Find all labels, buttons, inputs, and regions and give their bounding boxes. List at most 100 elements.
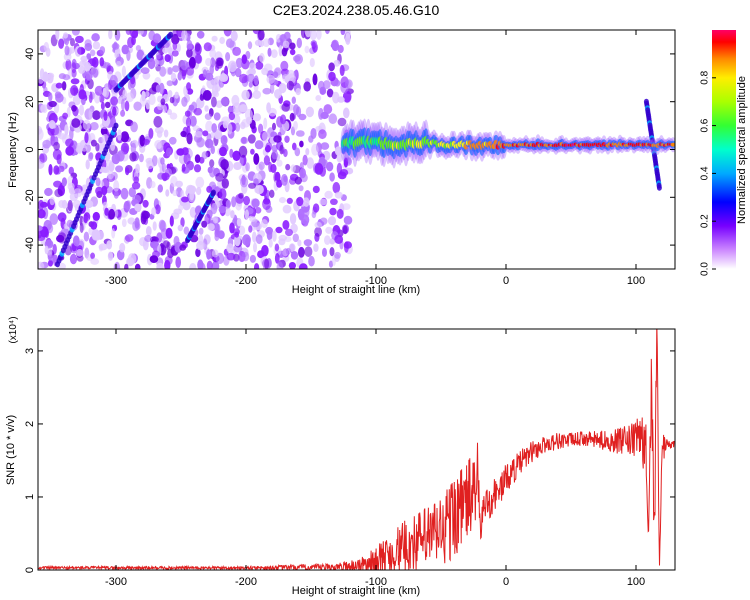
noise-blob (257, 30, 265, 41)
y-tick-label: -20 (24, 189, 36, 205)
noise-blob (297, 239, 302, 247)
noise-blob (111, 42, 120, 50)
noise-blob (106, 240, 113, 250)
noise-blob (160, 157, 165, 165)
noise-blob (141, 90, 146, 102)
noise-blob (262, 87, 272, 95)
noise-blob (171, 50, 179, 57)
noise-blob (239, 73, 248, 84)
noise-blob (107, 170, 114, 180)
noise-blob (334, 251, 341, 259)
noise-blob (215, 172, 225, 182)
noise-blob (100, 126, 108, 136)
noise-blob (44, 187, 53, 197)
noise-blob (213, 112, 221, 121)
x-tick-label: -100 (365, 576, 387, 588)
noise-blob (57, 232, 67, 244)
noise-blob (185, 117, 192, 128)
noise-blob (125, 167, 130, 176)
y-tick-label: -40 (24, 237, 36, 253)
noise-blob (205, 120, 214, 133)
noise-blob (211, 249, 219, 258)
noise-blob (271, 149, 279, 160)
noise-blob (281, 47, 288, 57)
noise-blob (156, 130, 163, 138)
noise-blob (292, 142, 297, 151)
noise-blob (201, 151, 208, 160)
noise-blob (76, 249, 84, 257)
noise-blob (196, 30, 205, 39)
noise-blob (328, 113, 338, 124)
noise-blob (330, 198, 338, 205)
noise-blob (55, 82, 63, 89)
noise-blob (195, 176, 205, 188)
noise-blob (219, 36, 226, 45)
noise-blob (232, 150, 241, 161)
noise-blob (91, 33, 100, 42)
noise-blob (83, 61, 91, 72)
noise-blob (184, 110, 191, 117)
noise-blob (181, 196, 189, 203)
noise-blob (283, 148, 288, 158)
noise-blob (267, 47, 272, 57)
noise-blob (166, 80, 174, 87)
noise-blob (95, 186, 104, 196)
noise-blob (149, 255, 159, 263)
track-point (168, 31, 174, 38)
noise-blob (270, 49, 278, 58)
noise-blob (113, 180, 120, 192)
noise-blob (274, 253, 280, 264)
noise-blob (80, 55, 88, 63)
noise-blob (230, 30, 238, 42)
noise-blob (85, 159, 90, 170)
noise-blob (90, 258, 100, 265)
noise-blob (186, 132, 193, 145)
noise-blob (309, 57, 315, 68)
noise-blob (99, 122, 109, 129)
noise-blob (211, 184, 217, 191)
noise-blob (135, 45, 141, 52)
noise-blob (101, 185, 108, 196)
noise-blob (116, 60, 122, 67)
noise-blob (124, 263, 129, 269)
noise-blob (270, 163, 277, 173)
noise-blob (225, 199, 231, 208)
noise-blob (217, 230, 225, 240)
noise-blob (268, 107, 277, 117)
noise-blob (103, 111, 108, 121)
noise-blob (181, 147, 189, 156)
noise-blob (324, 190, 333, 199)
noise-blob (254, 39, 262, 47)
spectrogram-plot (38, 30, 675, 269)
noise-blob (298, 113, 307, 121)
noise-blob (128, 187, 136, 198)
noise-blob (319, 217, 328, 225)
noise-blob (71, 105, 77, 112)
noise-blob (253, 153, 260, 165)
noise-blob (304, 246, 313, 257)
noise-blob (107, 251, 114, 261)
noise-blob (263, 155, 270, 166)
noise-blob (38, 234, 46, 242)
noise-blob (303, 239, 313, 247)
noise-blob (185, 66, 195, 76)
noise-blob (168, 48, 173, 56)
noise-blob (339, 169, 349, 177)
noise-blob (188, 56, 196, 69)
x-tick-label: -300 (105, 576, 127, 588)
noise-blob (261, 67, 269, 76)
noise-blob (276, 179, 283, 188)
noise-blob (52, 126, 60, 135)
noise-blob (171, 33, 180, 45)
noise-blob (121, 98, 125, 111)
noise-blob (153, 116, 163, 128)
noise-blob (272, 230, 277, 242)
noise-blob (233, 214, 238, 225)
noise-blob (296, 37, 302, 49)
noise-blob (109, 74, 118, 87)
noise-blob (255, 234, 263, 245)
noise-blob (125, 92, 134, 103)
noise-blob (218, 188, 227, 200)
noise-blob (226, 252, 236, 261)
